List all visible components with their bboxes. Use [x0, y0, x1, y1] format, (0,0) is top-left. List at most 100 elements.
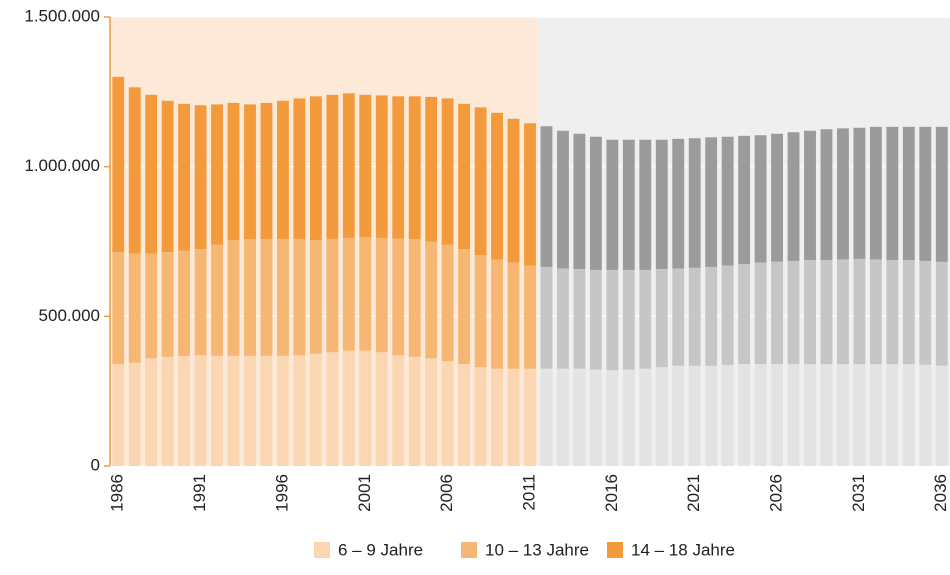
bar-segment	[425, 358, 438, 466]
bar-segment	[919, 260, 932, 365]
bar-segment	[886, 126, 899, 261]
bar-segment	[606, 269, 619, 371]
bar-segment	[507, 368, 520, 466]
bar-segment	[688, 267, 701, 366]
bar-segment	[359, 94, 372, 238]
bar-segment	[425, 96, 438, 242]
bar-segment	[738, 135, 751, 264]
bar-segment	[853, 364, 866, 466]
bar-segment	[540, 368, 553, 466]
bar-segment	[869, 259, 882, 365]
bar-segment	[277, 355, 289, 466]
bar-segment	[326, 239, 339, 353]
x-tick-label: 2011	[519, 474, 538, 511]
bar-segment	[145, 253, 158, 359]
bar-segment	[754, 262, 767, 365]
bar-segment	[194, 355, 207, 466]
bar-segment	[178, 250, 191, 356]
bar-segment	[474, 254, 487, 368]
bar-segment	[507, 118, 520, 263]
bar-segment	[342, 237, 355, 351]
x-tick-label: 2001	[355, 474, 374, 512]
bar-segment	[935, 365, 948, 466]
bar-segment	[557, 368, 569, 466]
bar-segment	[902, 126, 915, 261]
bar-segment	[771, 364, 783, 466]
bar-segment	[837, 128, 849, 260]
bar-segment	[787, 260, 800, 365]
bar-segment	[639, 139, 652, 270]
bar-segment	[738, 364, 751, 466]
bar-segment	[589, 369, 602, 466]
bar-segment	[589, 136, 602, 270]
x-tick-label: 2021	[684, 474, 703, 512]
bar-segment	[771, 261, 783, 365]
bar-segment	[194, 105, 207, 249]
bar-segment	[672, 268, 685, 366]
bar-segment	[161, 251, 174, 357]
bar-segment	[128, 87, 141, 254]
bar-segment	[705, 365, 718, 466]
bar-segment	[128, 362, 141, 466]
bar-segment	[441, 98, 454, 245]
bar-segment	[655, 139, 668, 270]
bar-segment	[622, 139, 635, 270]
legend: 6 – 9 Jahre 10 – 13 Jahre 14 – 18 Jahre	[314, 540, 735, 559]
bar-segment	[112, 76, 125, 252]
legend-label: 10 – 13 Jahre	[485, 540, 589, 559]
bar-segment	[491, 259, 503, 369]
bar-segment	[375, 352, 388, 466]
bar-segment	[458, 103, 471, 249]
bar-segment	[705, 266, 718, 366]
bar-segment	[688, 138, 701, 268]
bar-segment	[392, 96, 405, 239]
bar-segment	[227, 355, 240, 466]
bar-segment	[820, 129, 833, 261]
y-tick-label: 1.000.000	[24, 156, 100, 175]
y-tick-label: 0	[91, 455, 100, 474]
bar-segment	[244, 355, 256, 466]
bar-segment	[458, 364, 471, 466]
bar-segment	[507, 262, 520, 369]
bar-segment	[919, 364, 932, 466]
bar-segment	[194, 248, 207, 356]
bar-segment	[721, 364, 734, 466]
bar-segment	[309, 240, 322, 354]
bar-segment	[161, 100, 174, 252]
bar-segment	[804, 130, 816, 261]
bar-segment	[408, 96, 421, 240]
bar-segment	[622, 369, 635, 466]
bar-segment	[919, 126, 932, 261]
bar-segment	[359, 350, 372, 466]
bar-segment	[474, 367, 487, 466]
bar-segment	[458, 248, 471, 365]
background-region	[110, 17, 539, 466]
bar-segment	[524, 123, 536, 266]
x-tick-label: 2031	[849, 474, 868, 512]
bar-segment	[145, 358, 158, 466]
bar-segment	[557, 268, 569, 369]
bar-segment	[672, 138, 685, 269]
x-tick-label: 1986	[108, 474, 127, 512]
bar-segment	[474, 107, 487, 255]
bar-segment	[375, 95, 388, 238]
bar-segment	[573, 269, 586, 369]
bar-segment	[392, 238, 405, 356]
bar-segment	[787, 132, 800, 261]
bar-segment	[359, 237, 372, 351]
bar-segment	[655, 367, 668, 466]
bar-segment	[573, 368, 586, 466]
bar-segment	[326, 352, 339, 466]
bar-segment	[491, 112, 503, 260]
bar-segment	[540, 266, 553, 369]
bar-segment	[688, 365, 701, 466]
bar-segment	[128, 253, 141, 363]
x-tick-label: 2006	[437, 474, 456, 512]
bar-segment	[853, 127, 866, 259]
bar-segment	[886, 364, 899, 466]
bar-segment	[573, 133, 586, 270]
bar-segment	[524, 265, 536, 369]
bar-segment	[342, 93, 355, 238]
bar-segment	[902, 260, 915, 365]
bar-segment	[277, 239, 289, 356]
